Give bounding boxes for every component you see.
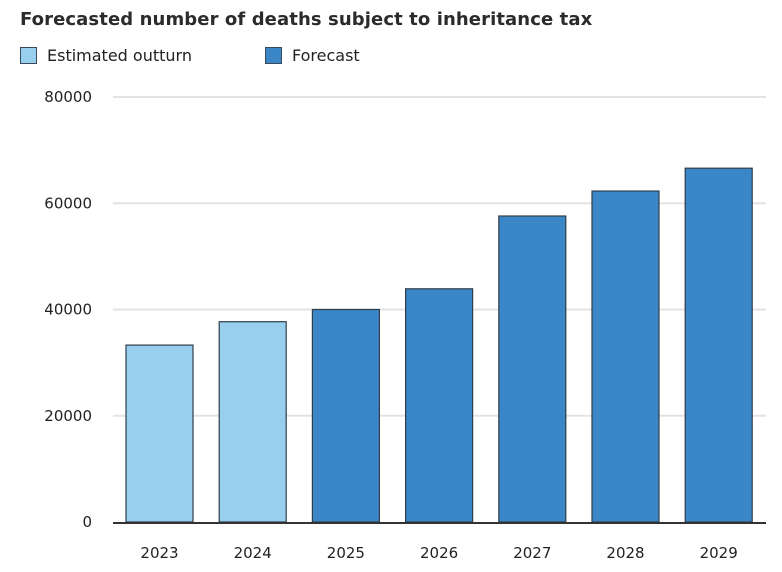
bar-2025 bbox=[311, 308, 380, 523]
legend-label-estimated-outturn: Estimated outturn bbox=[47, 46, 192, 65]
y-tick-label: 20000 bbox=[44, 407, 92, 425]
legend-swatch-estimated-outturn bbox=[20, 47, 37, 64]
chart-title: Forecasted number of deaths subject to i… bbox=[20, 9, 593, 30]
y-axis-ticks: 0 20000 40000 60000 80000 bbox=[44, 88, 92, 531]
x-tick-label: 2025 bbox=[327, 544, 365, 562]
y-tick-label: 60000 bbox=[44, 194, 92, 212]
bar-2028 bbox=[591, 190, 660, 523]
x-tick-label: 2029 bbox=[700, 544, 738, 562]
x-tick-label: 2024 bbox=[234, 544, 272, 562]
x-tick-label: 2028 bbox=[606, 544, 644, 562]
x-axis-ticks: 2023 2024 2025 2026 2027 2028 2029 bbox=[140, 544, 737, 562]
bar-2026 bbox=[405, 288, 474, 523]
bar-2024 bbox=[218, 321, 287, 523]
legend-item-forecast: Forecast bbox=[265, 46, 360, 65]
bar-2029 bbox=[684, 167, 753, 523]
x-tick-label: 2023 bbox=[140, 544, 178, 562]
y-tick-label: 80000 bbox=[44, 88, 92, 106]
x-tick-label: 2026 bbox=[420, 544, 458, 562]
legend-swatch-forecast bbox=[265, 47, 282, 64]
legend: Estimated outturn Forecast bbox=[20, 46, 520, 68]
bar-2027 bbox=[498, 215, 567, 523]
y-tick-label: 0 bbox=[82, 513, 92, 531]
bars bbox=[125, 167, 753, 523]
x-tick-label: 2027 bbox=[513, 544, 551, 562]
legend-label-forecast: Forecast bbox=[292, 46, 360, 65]
y-tick-label: 40000 bbox=[44, 301, 92, 319]
legend-item-estimated-outturn: Estimated outturn bbox=[20, 46, 192, 65]
bar-2023 bbox=[125, 344, 194, 523]
